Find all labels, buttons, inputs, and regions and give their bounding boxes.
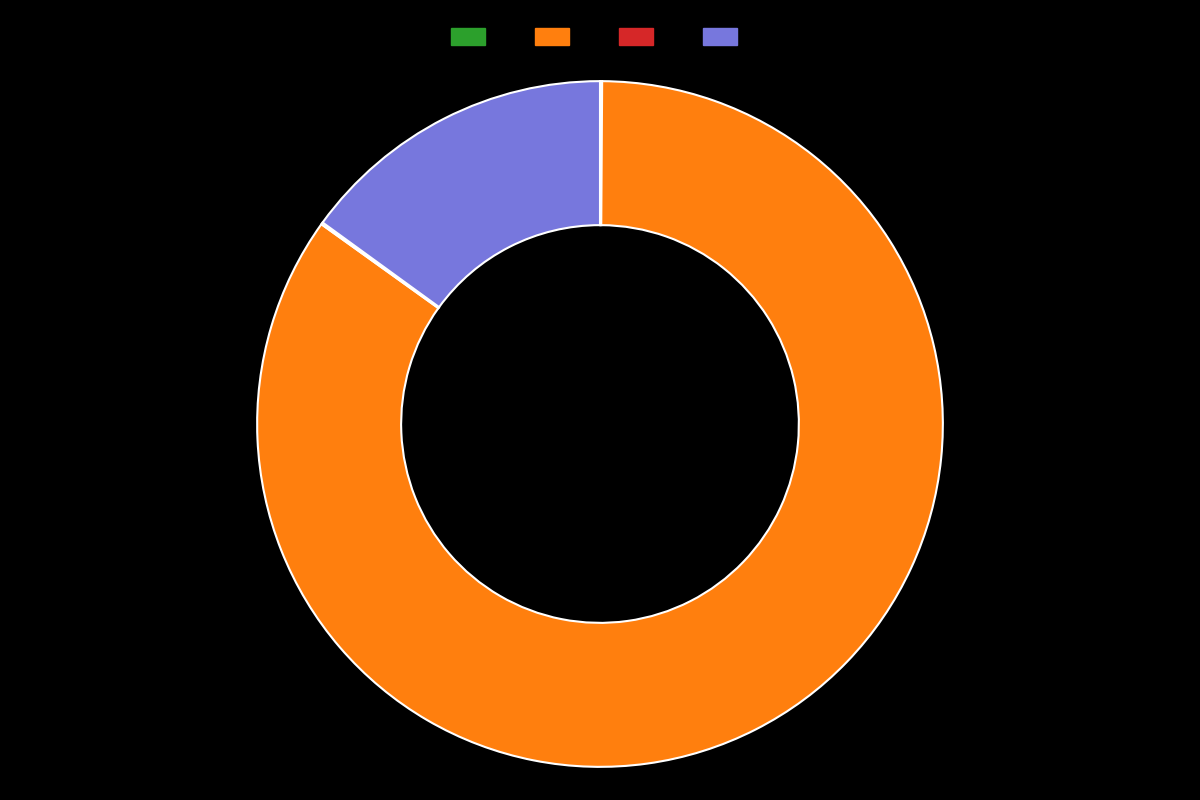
Wedge shape bbox=[323, 81, 600, 307]
Legend: , , , : , , , bbox=[451, 29, 749, 45]
Wedge shape bbox=[600, 81, 602, 225]
Wedge shape bbox=[257, 81, 943, 767]
Wedge shape bbox=[322, 222, 439, 308]
